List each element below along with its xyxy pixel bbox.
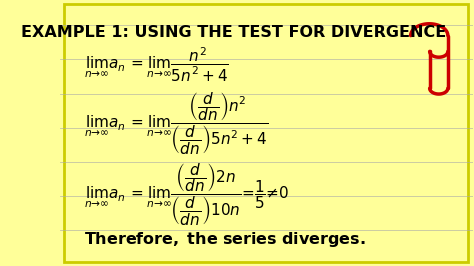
Text: $\lim_{n \to \infty} a_n = \lim_{n \to \infty} \dfrac{\left(\dfrac{d}{dn}\right): $\lim_{n \to \infty} a_n = \lim_{n \to \… (84, 90, 269, 157)
Text: $\mathbf{Therefore,\ the\ series\ diverges.}$: $\mathbf{Therefore,\ the\ series\ diverg… (84, 230, 366, 249)
Text: $\lim_{n \to \infty} a_n = \lim_{n \to \infty} \dfrac{\left(\dfrac{d}{dn}\right): $\lim_{n \to \infty} a_n = \lim_{n \to \… (84, 161, 290, 228)
Text: $\lim_{n \to \infty} a_n = \lim_{n \to \infty} \dfrac{n^2}{5n^2 + 4}$: $\lim_{n \to \infty} a_n = \lim_{n \to \… (84, 45, 229, 84)
Text: EXAMPLE 1: USING THE TEST FOR DIVERGENCE: EXAMPLE 1: USING THE TEST FOR DIVERGENCE (20, 25, 446, 40)
